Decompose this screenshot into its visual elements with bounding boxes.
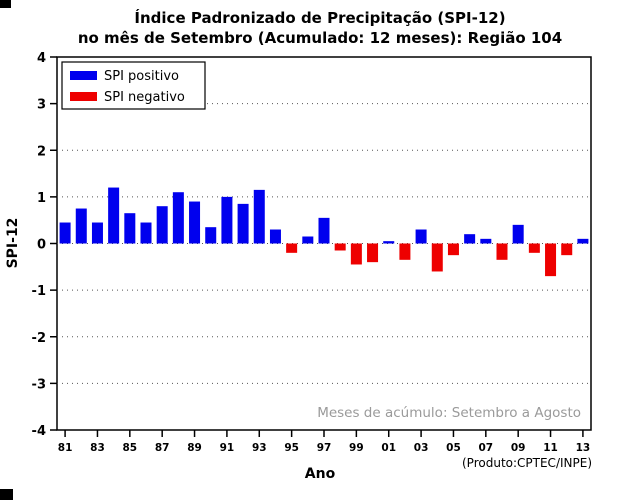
x-tick-label: 91 bbox=[220, 442, 235, 454]
bar-positive bbox=[577, 238, 589, 244]
x-tick-label: 95 bbox=[284, 442, 299, 454]
bar-positive bbox=[221, 196, 233, 244]
y-tick-label: 1 bbox=[37, 191, 46, 206]
y-tick-label: -3 bbox=[32, 377, 46, 392]
x-tick-label: 81 bbox=[58, 442, 73, 454]
bar-positive bbox=[59, 222, 71, 244]
bar-positive bbox=[237, 203, 249, 244]
legend-label-positive: SPI positivo bbox=[104, 69, 179, 84]
bar-positive bbox=[480, 238, 492, 244]
bar-positive bbox=[383, 241, 395, 244]
chart-title-line2: no mês de Setembro (Acumulado: 12 meses)… bbox=[78, 29, 562, 47]
bar-positive bbox=[140, 222, 152, 244]
bar-negative bbox=[334, 243, 346, 251]
bar-positive bbox=[318, 217, 330, 244]
x-tick-label: 01 bbox=[381, 442, 396, 454]
x-tick-label: 09 bbox=[511, 442, 526, 454]
x-tick-label: 89 bbox=[187, 442, 202, 454]
bar-positive bbox=[91, 222, 103, 244]
legend-swatch-negative bbox=[70, 92, 97, 101]
bar-positive bbox=[75, 208, 87, 244]
bar-negative bbox=[496, 243, 508, 260]
y-axis-title: SPI-12 bbox=[5, 218, 21, 269]
bar-positive bbox=[189, 201, 201, 244]
x-tick-label: 11 bbox=[543, 442, 558, 454]
x-tick-label: 97 bbox=[317, 442, 332, 454]
bar-negative bbox=[286, 243, 298, 253]
y-tick-label: 0 bbox=[37, 238, 46, 253]
x-tick-label: 83 bbox=[90, 442, 105, 454]
accumulation-note: Meses de acúmulo: Setembro a Agosto bbox=[317, 405, 581, 421]
y-tick-label: 4 bbox=[37, 51, 46, 66]
x-tick-label: 05 bbox=[446, 442, 461, 454]
legend-label-negative: SPI negativo bbox=[104, 90, 185, 105]
y-tick-label: -1 bbox=[32, 284, 46, 299]
x-tick-label: 03 bbox=[414, 442, 429, 454]
y-tick-label: -4 bbox=[32, 424, 46, 439]
bar-negative bbox=[367, 243, 379, 263]
chart-title-line1: Índice Padronizado de Precipitação (SPI-… bbox=[134, 8, 505, 27]
corner-mark-bottom-left bbox=[0, 489, 13, 500]
x-tick-label: 85 bbox=[123, 442, 138, 454]
bar-positive bbox=[415, 229, 427, 244]
bar-positive bbox=[108, 187, 120, 244]
x-tick-label: 93 bbox=[252, 442, 267, 454]
bar-negative bbox=[545, 243, 557, 277]
x-tick-label: 87 bbox=[155, 442, 170, 454]
bar-positive bbox=[156, 206, 168, 244]
bar-negative bbox=[447, 243, 459, 256]
x-tick-label: 13 bbox=[576, 442, 591, 454]
x-tick-label: 99 bbox=[349, 442, 364, 454]
bar-positive bbox=[464, 234, 476, 244]
bar-positive bbox=[269, 229, 281, 244]
legend-box bbox=[61, 61, 206, 110]
bar-positive bbox=[253, 189, 265, 244]
x-axis-title: Ano bbox=[305, 466, 336, 482]
y-tick-label: 3 bbox=[37, 98, 46, 113]
bar-positive bbox=[512, 224, 524, 244]
bar-negative bbox=[561, 243, 573, 256]
corner-mark-top-left bbox=[0, 0, 11, 8]
bar-negative bbox=[399, 243, 411, 260]
legend: SPI positivo SPI negativo bbox=[61, 61, 206, 110]
bar-positive bbox=[172, 192, 184, 244]
bar-negative bbox=[528, 243, 540, 253]
bar-positive bbox=[302, 236, 314, 244]
x-tick-label: 07 bbox=[479, 442, 494, 454]
legend-swatch-positive bbox=[70, 71, 97, 80]
bar-negative bbox=[350, 243, 362, 265]
bar-positive bbox=[124, 213, 136, 244]
y-tick-label: 2 bbox=[37, 144, 46, 159]
product-credit: (Produto:CPTEC/INPE) bbox=[462, 456, 592, 470]
y-tick-label: -2 bbox=[32, 331, 46, 346]
bar-positive bbox=[205, 227, 217, 244]
bar-negative bbox=[431, 243, 443, 272]
